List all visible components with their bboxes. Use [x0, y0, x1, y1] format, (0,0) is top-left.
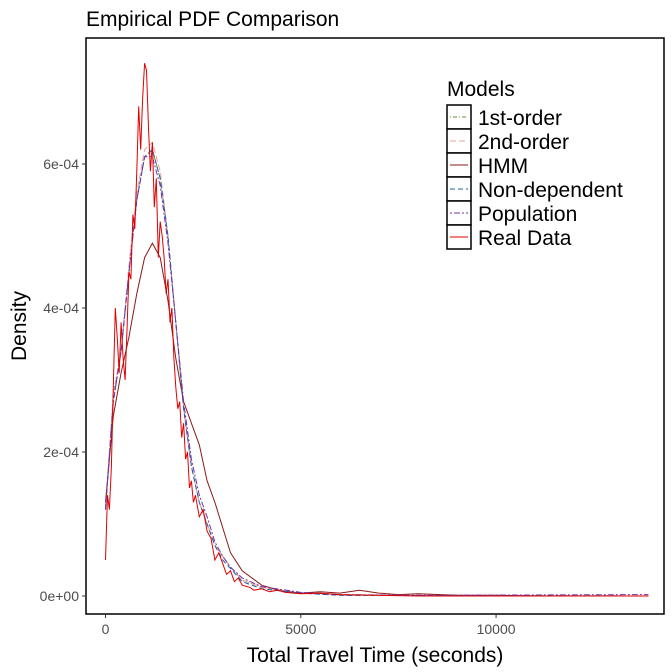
- legend-label-1st-order: 1st-order: [478, 107, 562, 130]
- plot-panel: [85, 37, 665, 615]
- y-axis-label: Density: [8, 290, 31, 361]
- legend-label-non-dependent: Non-dependent: [478, 179, 623, 202]
- legend-label-2nd-order: 2nd-order: [478, 131, 569, 154]
- legend-label-real-data: Real Data: [478, 227, 572, 250]
- series-line-non-dependent: [105, 148, 649, 597]
- chart-title: Empirical PDF Comparison: [86, 8, 339, 31]
- legend-label-hmm: HMM: [478, 155, 528, 178]
- series-line-hmm: [105, 242, 649, 597]
- y-tick-label: 0e+00: [40, 588, 80, 604]
- legend-label-population: Population: [478, 203, 577, 226]
- legend-title: Models: [447, 78, 515, 101]
- x-tick-label: 10000: [477, 621, 516, 637]
- y-axis: 0e+00 2e-04 4e-04 6e-04: [40, 156, 86, 604]
- x-axis: 0 5000 10000: [102, 614, 516, 637]
- series-line-real-data: [105, 63, 649, 597]
- y-tick-label: 2e-04: [43, 444, 79, 460]
- series-layer: [105, 63, 649, 597]
- x-tick-label: 0: [102, 621, 110, 637]
- x-axis-label: Total Travel Time (seconds): [247, 644, 504, 667]
- y-tick-label: 6e-04: [43, 156, 79, 172]
- x-tick-label: 5000: [285, 621, 316, 637]
- legend: Models 1st-order2nd-orderHMMNon-dependen…: [446, 78, 623, 250]
- series-line-population: [105, 156, 649, 596]
- y-tick-label: 4e-04: [43, 300, 79, 316]
